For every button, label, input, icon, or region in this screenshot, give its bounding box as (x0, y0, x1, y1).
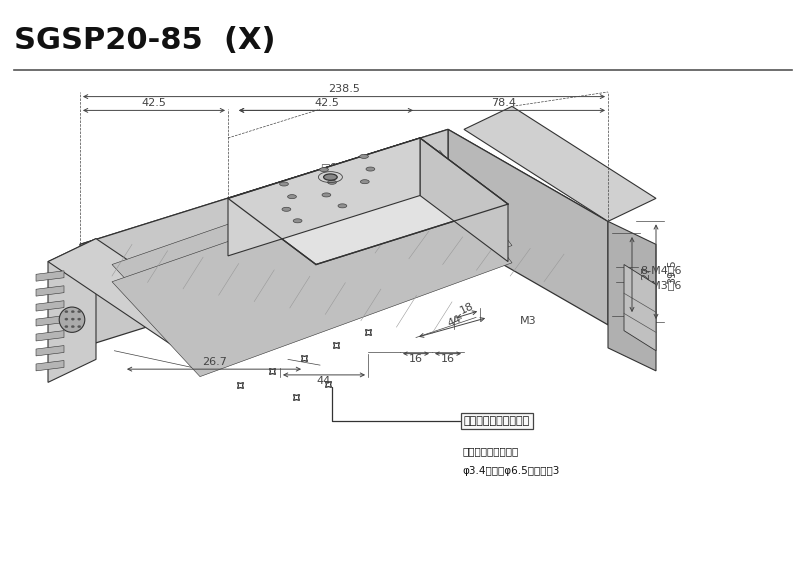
Polygon shape (36, 331, 64, 341)
Ellipse shape (71, 318, 74, 320)
Text: 26.7: 26.7 (202, 357, 227, 367)
Ellipse shape (361, 179, 370, 184)
Ellipse shape (78, 310, 81, 313)
Polygon shape (112, 168, 512, 377)
Ellipse shape (65, 325, 68, 328)
Ellipse shape (323, 174, 338, 181)
Text: □50: □50 (326, 173, 350, 183)
Ellipse shape (322, 193, 331, 197)
Ellipse shape (71, 325, 74, 328)
Polygon shape (36, 286, 64, 296)
Text: SGSP20-85  (X): SGSP20-85 (X) (14, 26, 276, 55)
Ellipse shape (294, 219, 302, 223)
Polygon shape (448, 129, 608, 325)
Text: 定盤のネジ穴設置位置: 定盤のネジ穴設置位置 (464, 416, 530, 426)
Text: 44: 44 (317, 375, 331, 386)
Text: 16: 16 (409, 354, 423, 365)
Polygon shape (420, 138, 508, 262)
Ellipse shape (65, 310, 68, 313)
Polygon shape (608, 221, 656, 371)
Text: □32: □32 (333, 183, 356, 194)
Text: 238.5: 238.5 (328, 84, 360, 94)
Text: 78.4: 78.4 (491, 98, 517, 109)
Polygon shape (36, 346, 64, 356)
Polygon shape (228, 138, 508, 264)
Polygon shape (80, 129, 608, 336)
Ellipse shape (288, 194, 296, 198)
Ellipse shape (78, 325, 81, 328)
Ellipse shape (282, 208, 290, 211)
Text: M3: M3 (520, 316, 537, 326)
Polygon shape (228, 138, 420, 256)
Ellipse shape (328, 181, 336, 184)
Text: 42.5: 42.5 (141, 98, 166, 109)
Polygon shape (48, 239, 96, 382)
Ellipse shape (65, 318, 68, 320)
Text: ステージ側取付け穴: ステージ側取付け穴 (462, 446, 518, 457)
Text: 16: 16 (441, 354, 455, 365)
Text: 42.5: 42.5 (314, 98, 339, 109)
Polygon shape (36, 271, 64, 281)
Text: □60: □60 (320, 163, 343, 173)
Ellipse shape (59, 307, 85, 332)
Ellipse shape (320, 167, 328, 171)
Polygon shape (36, 361, 64, 371)
Polygon shape (36, 301, 64, 311)
Text: 44: 44 (446, 314, 463, 329)
Polygon shape (48, 239, 224, 348)
Ellipse shape (338, 204, 346, 208)
Text: 8-M3深6: 8-M3深6 (640, 279, 682, 290)
Ellipse shape (78, 318, 81, 320)
Ellipse shape (71, 310, 74, 313)
Polygon shape (112, 151, 512, 359)
Ellipse shape (366, 167, 374, 171)
Polygon shape (464, 106, 656, 221)
Text: 27: 27 (642, 266, 651, 280)
Text: 39.5: 39.5 (667, 259, 677, 284)
Text: 8-M4深6: 8-M4深6 (640, 265, 682, 275)
Ellipse shape (280, 182, 288, 186)
Text: φ3.4キリ　φ6.5ザグリ深3: φ3.4キリ φ6.5ザグリ深3 (462, 466, 560, 477)
Text: 18: 18 (458, 301, 476, 316)
Ellipse shape (360, 155, 369, 158)
Polygon shape (80, 129, 448, 348)
Polygon shape (624, 264, 656, 351)
Polygon shape (36, 316, 64, 326)
